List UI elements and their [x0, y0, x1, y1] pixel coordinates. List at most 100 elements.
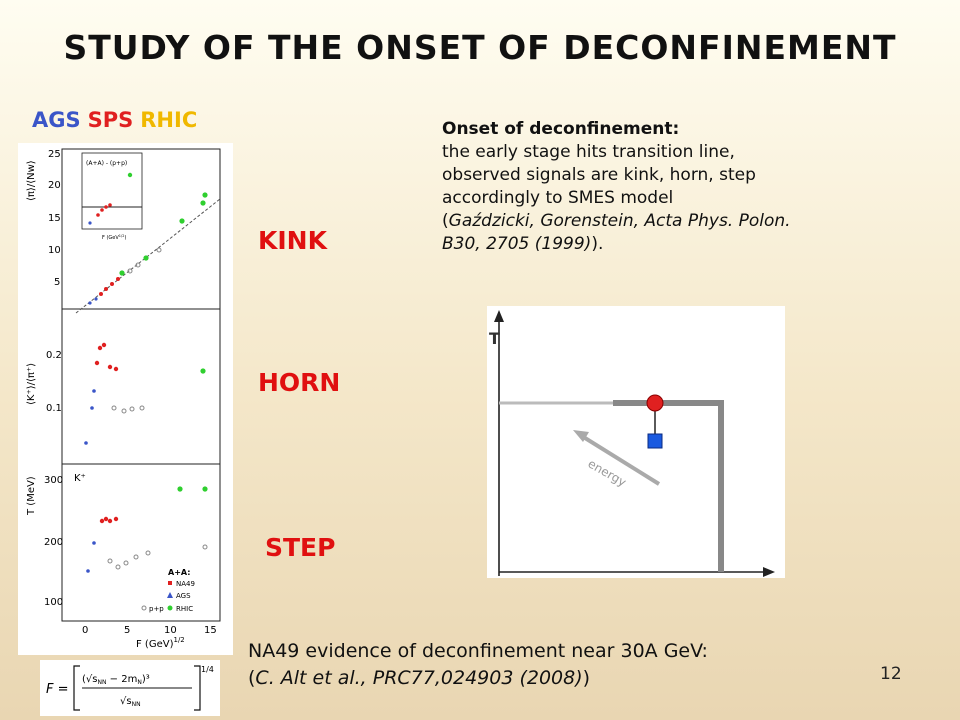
inset-na49-point [108, 203, 112, 207]
temperature-ylabel: T (MeV) [26, 476, 37, 516]
model-reference: B30, 2705 (1999) [442, 234, 592, 254]
legend-ags-marker [167, 592, 173, 598]
temperature-rhic-point [202, 486, 208, 492]
kaon-na49-point [101, 342, 107, 348]
temperature-pp-point [133, 554, 139, 560]
formula-power: 1/4 [201, 665, 214, 674]
kaon-pp-point [139, 405, 145, 411]
pion-na49-point [99, 292, 103, 296]
xtick: 5 [124, 625, 130, 636]
xtick: 0 [82, 625, 88, 636]
early-stage-marker [646, 394, 664, 412]
pion-pp-point [135, 262, 141, 268]
formula-svg: F = (√sNN − 2mN)³ √sNN 1/4 [46, 665, 214, 711]
legend-pp-label: p+p [149, 605, 164, 613]
description-line: the early stage hits transition line, [442, 142, 735, 162]
temperature-na49-point [103, 516, 109, 522]
kaon-na49-point [97, 345, 103, 351]
legend-na49-label: NA49 [176, 580, 195, 588]
kaon-na49-point [94, 360, 100, 366]
pion-ytick: 15 [48, 213, 61, 224]
kink-label: KINK [258, 226, 327, 255]
pion-rhic-point [200, 200, 206, 206]
pion-ylabel: ⟨π⟩/⟨Nw⟩ [26, 160, 37, 201]
temperature-pp-point [145, 550, 151, 556]
formula-lhs: F = [46, 682, 69, 697]
pion-na49-point [110, 282, 114, 286]
inset-xlabel: F (GeV1/2) [102, 234, 126, 241]
step-label: STEP [265, 533, 336, 562]
temperature-na49-point [99, 518, 105, 524]
pion-inset [81, 152, 143, 230]
plot-xlabel: F (GeV)1/2 [136, 636, 185, 650]
temperature-ytick: 100 [44, 597, 63, 608]
legend-na49-marker [168, 581, 172, 585]
temperature-pp-point [123, 560, 129, 566]
energy-arrow-head [573, 430, 589, 442]
transition-line [613, 400, 724, 572]
plot-legend-title: A+A: [168, 568, 190, 577]
model-reference: Gaździcki, Gorenstein, Acta Phys. Polon. [448, 211, 791, 231]
rhic-label: RHIC [140, 108, 198, 132]
pion-ags-point [94, 297, 98, 301]
inset-rhic-point [127, 172, 133, 178]
pion-rhic-point [179, 218, 185, 224]
temperature-axis-arrow [494, 310, 504, 322]
sps-label: SPS [87, 108, 134, 132]
temperature-ytick: 300 [44, 475, 63, 486]
kaon-ags-point [90, 406, 94, 410]
temperature-axis-label: T [489, 329, 500, 348]
na49-plots-svg: ⟨π⟩/⟨Nw⟩ 25 20 15 10 5 (A+A) - (p+p) F (… [26, 148, 221, 650]
final-state-marker [647, 433, 663, 449]
pion-rhic-point [202, 192, 208, 198]
temperature-ags-point [92, 541, 96, 545]
pion-ytick: 25 [48, 149, 61, 160]
kaon-ylabel: ⟨K⁺⟩/⟨π⁺⟩ [26, 363, 37, 405]
inset-na49-point [96, 213, 100, 217]
pion-ytick: 5 [54, 277, 60, 288]
ags-label: AGS [32, 108, 81, 132]
temperature-na49-point [107, 518, 113, 524]
energy-arrow-line [583, 436, 661, 486]
phase-diagram: T energy [487, 306, 785, 578]
legend-rhic-label: RHIC [176, 605, 193, 613]
inset-ags-point [88, 221, 92, 225]
temperature-pp-point [107, 558, 113, 564]
pion-ytick: 20 [48, 180, 61, 191]
inset-na49-point [100, 208, 104, 212]
plot-frame-kaon [61, 308, 221, 465]
temperature-ags-point [86, 569, 90, 573]
pion-rhic-point [143, 255, 149, 261]
legend-rhic-marker [167, 605, 173, 611]
pion-na49-point [116, 277, 120, 281]
plot-frame-temperature [61, 463, 221, 622]
fermi-variable-formula: F = (√sNN − 2mN)³ √sNN 1/4 [40, 660, 220, 716]
temperature-rhic-point [177, 486, 183, 492]
kaon-rhic-point [200, 368, 206, 374]
energy-axis-arrow [763, 567, 775, 577]
temperature-pp-point [202, 544, 208, 550]
temperature-ytick: 200 [44, 537, 63, 548]
phase-diagram-svg: T energy [489, 310, 775, 577]
page-number: 12 [880, 664, 902, 684]
formula-denominator: √sNN [120, 696, 141, 708]
description-line: observed signals are kink, horn, step [442, 165, 756, 185]
kaon-pp-point [121, 408, 127, 414]
description-line: accordingly to SMES model [442, 188, 674, 208]
kaon-ags-point [84, 441, 88, 445]
kaon-na49-point [107, 364, 113, 370]
temperature-na49-point [113, 516, 119, 522]
kaon-na49-point [113, 366, 119, 372]
slide-title: STUDY OF THE ONSET OF DECONFINEMENT [63, 28, 897, 67]
kaon-pp-point [129, 406, 135, 412]
xtick: 15 [204, 625, 217, 636]
pion-pp-point [156, 247, 162, 253]
na49-plots-figure: ⟨π⟩/⟨Nw⟩ 25 20 15 10 5 (A+A) - (p+p) F (… [18, 143, 233, 655]
inset-na49-point [104, 205, 108, 209]
formula-left-bracket [73, 665, 80, 711]
pion-ags-point [88, 301, 92, 305]
formula-numerator: (√sNN − 2mN)³ [82, 674, 150, 686]
evidence-text: NA49 evidence of deconfinement near 30A … [248, 640, 708, 662]
legend-ags-label: AGS [176, 592, 191, 600]
kaon-ytick: 0.2 [46, 350, 62, 361]
